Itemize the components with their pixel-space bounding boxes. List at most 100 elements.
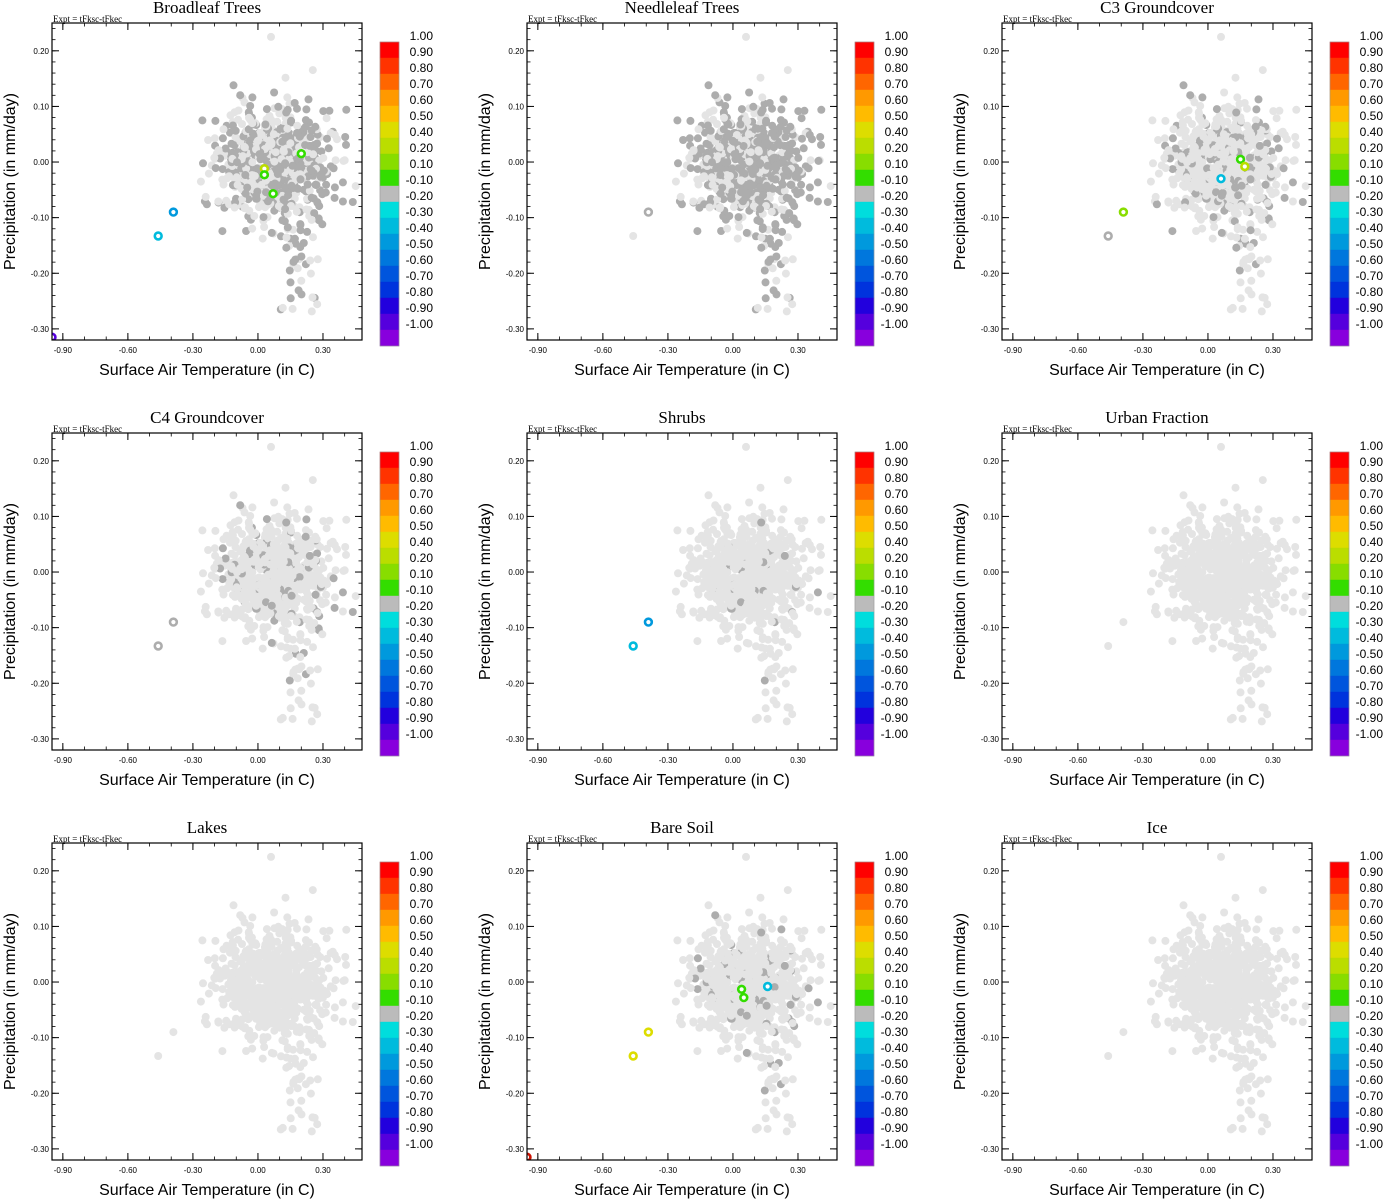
background-point	[723, 568, 732, 577]
background-point	[233, 180, 242, 189]
background-point	[1214, 160, 1223, 169]
background-point	[772, 276, 781, 285]
background-point	[1267, 170, 1276, 179]
neutral-point	[338, 588, 347, 597]
neutral-point	[285, 266, 294, 275]
colorbar-swatch	[854, 73, 875, 91]
background-point	[1224, 102, 1233, 111]
colorbar-swatch	[854, 201, 875, 219]
neutral-point	[780, 141, 789, 150]
colorbar-swatch	[379, 329, 400, 347]
colorbar-swatch	[379, 153, 400, 171]
neutral-point	[756, 159, 765, 168]
background-point	[1280, 131, 1289, 139]
background-point	[783, 476, 792, 485]
neutral-point	[282, 108, 291, 117]
plot-frame	[1001, 22, 1313, 341]
x-tick-label: -0.30	[1134, 346, 1153, 355]
neutral-point	[686, 116, 695, 125]
background-point	[1200, 212, 1209, 220]
background-point	[1280, 593, 1289, 602]
neutral-point	[728, 164, 737, 173]
background-point	[689, 197, 698, 206]
colorbar-label: 1.00	[410, 29, 434, 43]
background-point	[308, 293, 317, 302]
colorbar-swatch	[379, 41, 400, 59]
neutral-point	[267, 638, 276, 647]
colorbar-swatch	[379, 297, 400, 315]
background-point	[826, 592, 835, 601]
background-point	[805, 593, 814, 602]
background-point	[755, 627, 764, 636]
background-point	[1168, 637, 1177, 646]
background-point	[1264, 624, 1273, 633]
panel-title: Broadleaf Trees	[153, 0, 261, 17]
background-point	[780, 596, 789, 605]
background-point	[1195, 113, 1203, 122]
colorbar-label: -0.30	[881, 615, 909, 629]
background-point	[719, 535, 728, 544]
y-tick-label: -0.30	[31, 735, 50, 744]
background-point	[789, 624, 798, 633]
colorbar-label: 0.10	[885, 567, 909, 581]
background-point	[793, 630, 802, 639]
colorbar-swatch	[1329, 89, 1350, 107]
highlight-point	[168, 207, 179, 217]
background-point	[1257, 193, 1266, 202]
background-point	[749, 612, 758, 621]
colorbar-label: 0.80	[1360, 61, 1384, 75]
colorbar-swatch	[379, 579, 400, 597]
background-point	[716, 599, 725, 608]
background-point	[694, 125, 703, 134]
background-point	[268, 591, 277, 600]
background-point	[676, 192, 685, 201]
background-point	[728, 574, 737, 583]
background-point	[780, 186, 789, 195]
colorbar-frame	[854, 41, 875, 347]
background-point	[1180, 141, 1189, 150]
background-point	[1279, 574, 1288, 583]
background-point	[1239, 257, 1248, 266]
neutral-point	[262, 598, 270, 607]
neutral-point	[781, 133, 790, 141]
background-point	[1203, 136, 1212, 145]
background-point	[322, 114, 331, 123]
colorbar-swatch	[854, 451, 875, 469]
neutral-point	[295, 163, 304, 172]
colorbar-label: -0.40	[881, 631, 909, 645]
neutral-point	[246, 102, 255, 110]
neutral-point	[693, 165, 702, 174]
neutral-point	[717, 227, 726, 235]
colorbar-label: 1.00	[1360, 29, 1384, 43]
neutral-point	[770, 163, 779, 172]
colorbar-frame	[379, 451, 400, 757]
background-point	[733, 644, 742, 653]
neutral-point	[797, 114, 806, 123]
background-point	[238, 562, 247, 571]
neutral-point	[322, 180, 331, 189]
background-point	[1154, 579, 1163, 588]
neutral-point	[221, 554, 230, 563]
x-tick-label: -0.60	[594, 756, 613, 765]
colorbar-label: 0.50	[410, 519, 434, 533]
background-point	[250, 172, 259, 180]
neutral-point	[771, 220, 780, 229]
x-tick-label: -0.30	[659, 756, 678, 765]
colorbar-swatch	[379, 611, 400, 629]
background-point	[1218, 117, 1227, 126]
background-point	[248, 224, 257, 233]
neutral-point	[757, 518, 766, 527]
neutral-point	[1217, 191, 1226, 200]
background-point	[218, 637, 227, 646]
background-point	[761, 549, 770, 558]
background-point	[1152, 610, 1161, 619]
background-point	[753, 303, 762, 312]
background-point	[199, 569, 207, 578]
background-point	[763, 304, 772, 313]
background-point	[305, 596, 314, 605]
colorbar-label: 0.60	[885, 93, 909, 107]
background-point	[262, 586, 270, 595]
background-point	[303, 637, 312, 646]
colorbar-label: 1.00	[410, 439, 434, 453]
neutral-point	[758, 124, 767, 133]
